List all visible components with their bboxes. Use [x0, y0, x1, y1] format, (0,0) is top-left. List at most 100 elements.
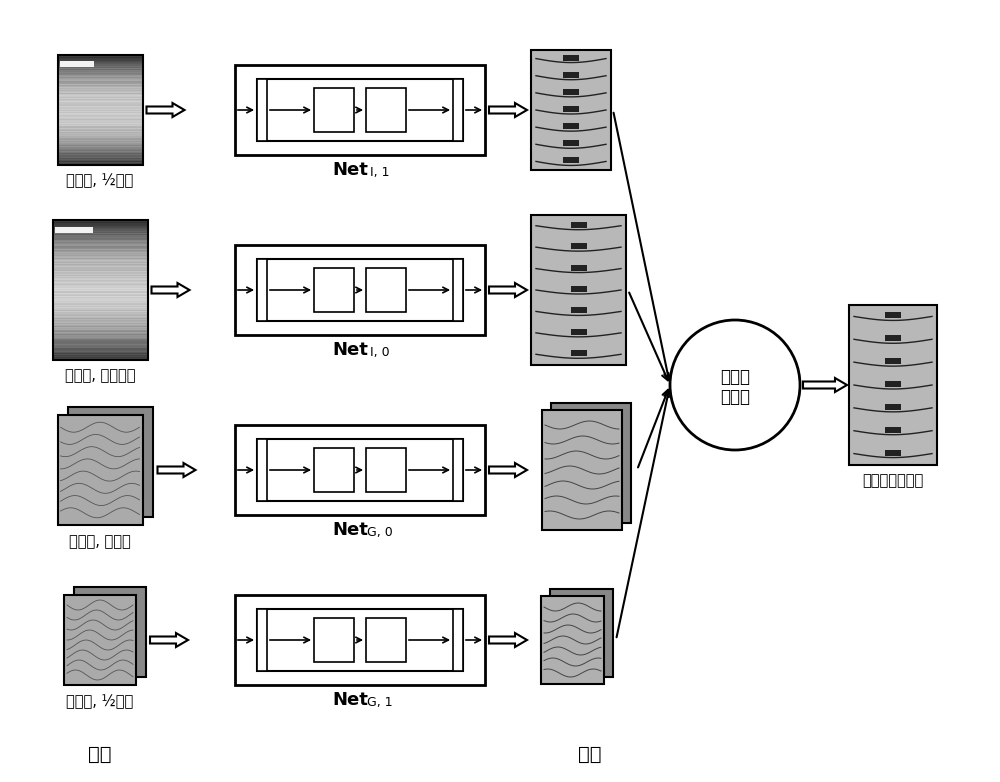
- Bar: [52, 309, 148, 310]
- Bar: [52, 277, 148, 278]
- Bar: [58, 113, 143, 114]
- Bar: [58, 127, 143, 128]
- Bar: [52, 227, 148, 228]
- Bar: [531, 215, 626, 365]
- Bar: [58, 93, 143, 94]
- Bar: [52, 267, 148, 268]
- Bar: [58, 81, 143, 82]
- Bar: [58, 162, 143, 163]
- Bar: [453, 439, 463, 501]
- Bar: [52, 252, 148, 253]
- Bar: [58, 89, 143, 90]
- Bar: [52, 306, 148, 307]
- Bar: [570, 243, 586, 249]
- Bar: [52, 311, 148, 312]
- Text: 验融合: 验融合: [720, 388, 750, 406]
- FancyArrow shape: [489, 103, 527, 117]
- Bar: [58, 78, 143, 79]
- Bar: [58, 59, 143, 60]
- Bar: [58, 79, 143, 80]
- Bar: [58, 129, 143, 130]
- Bar: [52, 353, 148, 354]
- Bar: [58, 92, 143, 93]
- Bar: [58, 112, 143, 113]
- Bar: [58, 119, 143, 120]
- Bar: [58, 120, 143, 121]
- Bar: [60, 64, 94, 66]
- Bar: [52, 276, 148, 277]
- Text: 预测: 预测: [578, 745, 602, 764]
- Bar: [54, 231, 92, 233]
- Bar: [58, 88, 143, 89]
- Bar: [52, 322, 148, 323]
- Bar: [52, 320, 148, 321]
- Bar: [58, 61, 143, 62]
- Bar: [52, 282, 148, 283]
- Bar: [52, 338, 148, 339]
- Text: 强度域, 原始尺度: 强度域, 原始尺度: [65, 368, 135, 383]
- Bar: [453, 259, 463, 321]
- Bar: [58, 63, 143, 64]
- Bar: [58, 153, 143, 154]
- Bar: [563, 89, 579, 95]
- Bar: [52, 261, 148, 262]
- Bar: [52, 279, 148, 280]
- Bar: [52, 257, 148, 258]
- Bar: [531, 50, 611, 170]
- Bar: [52, 223, 148, 224]
- Bar: [52, 297, 148, 298]
- Bar: [58, 83, 143, 84]
- Bar: [58, 55, 143, 165]
- FancyArrow shape: [489, 283, 527, 297]
- Bar: [58, 125, 143, 126]
- Bar: [257, 609, 463, 671]
- Bar: [58, 159, 143, 160]
- Bar: [52, 293, 148, 294]
- Bar: [58, 102, 143, 103]
- Bar: [551, 403, 631, 523]
- Bar: [58, 163, 143, 164]
- Bar: [52, 307, 148, 308]
- Bar: [52, 254, 148, 255]
- Bar: [58, 75, 143, 76]
- Bar: [52, 303, 148, 304]
- Bar: [58, 58, 143, 59]
- Bar: [257, 259, 463, 321]
- Bar: [542, 410, 622, 530]
- FancyArrow shape: [152, 283, 190, 297]
- Bar: [52, 358, 148, 359]
- Bar: [257, 79, 463, 141]
- Bar: [52, 225, 148, 226]
- Bar: [58, 136, 143, 137]
- Bar: [257, 79, 267, 141]
- Bar: [52, 317, 148, 318]
- Bar: [453, 609, 463, 671]
- Bar: [58, 117, 143, 118]
- Bar: [58, 133, 143, 134]
- Bar: [563, 55, 579, 60]
- Bar: [52, 299, 148, 300]
- Bar: [58, 74, 143, 75]
- Bar: [52, 233, 148, 234]
- Bar: [58, 99, 143, 100]
- Bar: [58, 96, 143, 97]
- Bar: [58, 157, 143, 158]
- Bar: [58, 60, 143, 61]
- Bar: [52, 246, 148, 247]
- Bar: [52, 263, 148, 264]
- Bar: [58, 105, 143, 106]
- Bar: [52, 323, 148, 324]
- Bar: [58, 161, 143, 162]
- Bar: [58, 82, 143, 83]
- Bar: [52, 234, 148, 235]
- Bar: [52, 260, 148, 261]
- Bar: [52, 291, 148, 292]
- Bar: [52, 286, 148, 287]
- Bar: [52, 238, 148, 239]
- Bar: [52, 332, 148, 333]
- Bar: [58, 68, 143, 69]
- Bar: [58, 152, 143, 153]
- Bar: [885, 427, 901, 432]
- Bar: [52, 355, 148, 356]
- Bar: [314, 88, 354, 132]
